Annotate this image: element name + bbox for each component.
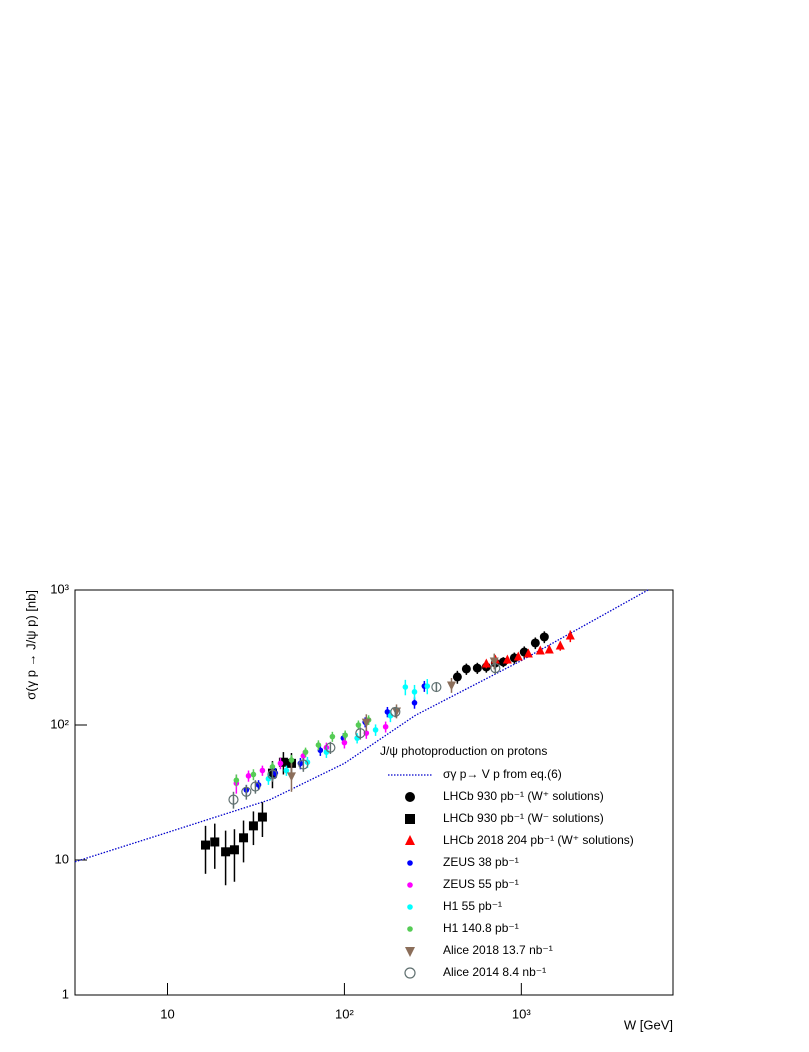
- y-tick-label: 10³: [50, 581, 69, 596]
- point: [354, 735, 360, 741]
- point: [555, 640, 565, 650]
- point: [372, 727, 379, 733]
- point: [265, 775, 272, 782]
- point: [278, 757, 288, 767]
- point: [431, 681, 442, 693]
- legend-marker: [405, 835, 415, 845]
- legend-label: Alice 2014 8.4 nb⁻¹: [443, 965, 546, 979]
- y-tick-label: 1: [62, 986, 69, 1001]
- point: [384, 709, 391, 715]
- point: [523, 648, 533, 658]
- legend-marker: [407, 882, 413, 888]
- legend-marker: [405, 947, 415, 957]
- plot-frame: [74, 589, 674, 996]
- point: [267, 769, 278, 780]
- curve: [74, 589, 649, 863]
- x-tick-label: 10: [160, 1006, 174, 1021]
- point: [329, 733, 336, 740]
- point: [250, 771, 257, 778]
- point: [382, 723, 389, 730]
- legend-marker: [407, 860, 413, 866]
- legend-marker: [405, 814, 415, 824]
- point: [411, 689, 418, 695]
- legend-label: σγ p→ V p from eq.(6): [443, 767, 562, 781]
- point: [221, 847, 231, 857]
- point: [233, 777, 240, 784]
- legend-marker: [404, 967, 416, 979]
- point: [402, 684, 409, 690]
- point: [565, 630, 575, 640]
- point: [390, 706, 401, 718]
- legend-label: Alice 2018 13.7 nb⁻¹: [443, 943, 553, 957]
- point: [502, 654, 512, 664]
- point: [229, 845, 239, 855]
- point: [530, 638, 540, 648]
- point: [539, 632, 549, 642]
- point: [355, 722, 362, 728]
- y-tick-label: 10: [55, 851, 69, 866]
- legend-label: LHCb 2018 204 pb⁻¹ (W⁺ solutions): [443, 833, 634, 847]
- legend-label: H1 140.8 pb⁻¹: [443, 921, 519, 935]
- point: [411, 700, 418, 706]
- point: [315, 742, 322, 748]
- point: [283, 767, 290, 774]
- legend-label: H1 55 pb⁻¹: [443, 899, 502, 913]
- point: [269, 764, 276, 770]
- legend-title: J/ψ photoproduction on protons: [380, 744, 547, 758]
- point: [201, 840, 211, 850]
- point: [257, 812, 267, 822]
- y-axis-label: σ(γ p → J/ψ p) [nb]: [23, 590, 38, 700]
- legend-label: ZEUS 55 pb⁻¹: [443, 877, 519, 891]
- point: [277, 760, 284, 767]
- point: [424, 683, 431, 689]
- point: [323, 749, 330, 755]
- point: [228, 794, 239, 805]
- point: [544, 644, 554, 654]
- legend-label: LHCb 930 pb⁻¹ (W⁻ solutions): [443, 811, 604, 825]
- point: [513, 651, 523, 661]
- point: [259, 767, 266, 774]
- point: [342, 732, 348, 739]
- point: [250, 781, 261, 792]
- point: [245, 773, 252, 779]
- point: [288, 757, 295, 763]
- point: [452, 672, 462, 682]
- point: [210, 837, 220, 847]
- legend-label: LHCb 930 pb⁻¹ (W⁺ solutions): [443, 789, 604, 803]
- point: [461, 664, 471, 674]
- legend-marker: [405, 792, 415, 802]
- point: [239, 833, 249, 843]
- legend-marker: [407, 904, 413, 910]
- point: [302, 749, 309, 755]
- point: [241, 786, 252, 797]
- point: [248, 821, 258, 831]
- point: [392, 707, 402, 717]
- point: [298, 759, 309, 770]
- point: [490, 662, 501, 674]
- x-axis-label: W [GeV]: [624, 1017, 673, 1032]
- x-tick-label: 10²: [335, 1006, 354, 1021]
- point: [286, 772, 296, 782]
- point: [535, 645, 545, 655]
- y-tick-label: 10²: [50, 716, 69, 731]
- point: [341, 739, 348, 746]
- x-tick-label: 10³: [512, 1006, 531, 1021]
- point: [489, 657, 499, 667]
- point: [325, 742, 336, 753]
- legend-marker: [407, 926, 413, 932]
- point: [361, 718, 371, 728]
- point: [447, 681, 457, 691]
- point: [355, 728, 366, 739]
- legend-label: ZEUS 38 pb⁻¹: [443, 855, 519, 869]
- point: [472, 663, 482, 673]
- point: [481, 658, 491, 668]
